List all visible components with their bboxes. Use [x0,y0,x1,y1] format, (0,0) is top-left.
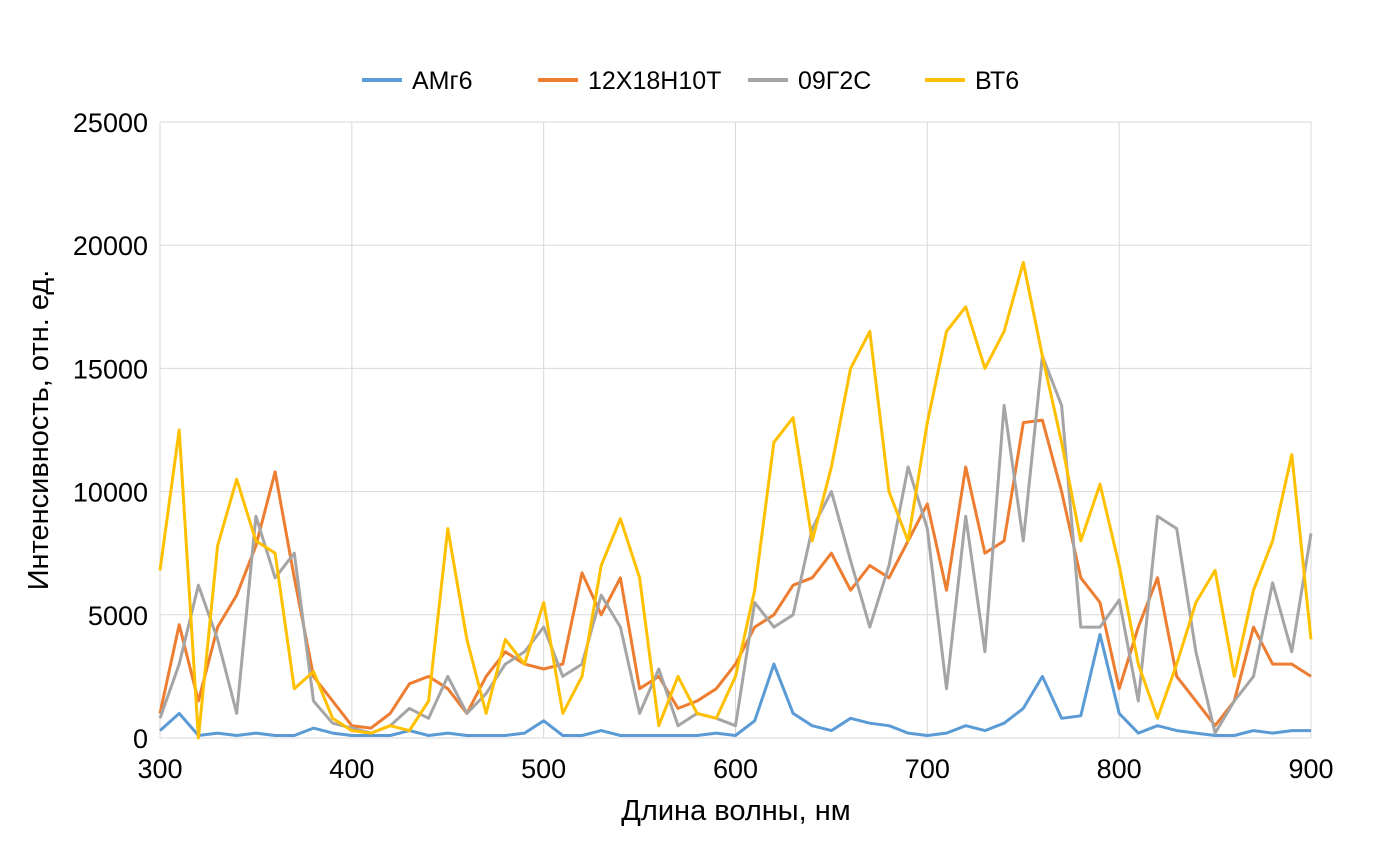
y-tick-label: 10000 [73,478,148,508]
legend-label: 09Г2С [798,67,871,95]
x-tick-label: 600 [713,754,758,784]
y-axis-ticks: 0 5000 10000 15000 20000 25000 [73,108,148,754]
y-tick-label: 0 [133,724,148,754]
series-line-0 [158,633,1311,737]
series-line-3 [158,260,1313,740]
series-line-1 [158,418,1312,730]
x-tick-label: 900 [1288,754,1333,784]
y-tick-label: 20000 [73,231,148,261]
y-axis-title: Интенсивность, отн. ед. [23,270,55,591]
y-tick-label: 15000 [73,354,148,384]
x-axis-title: Длина волны, нм [621,795,850,827]
x-tick-label: 300 [137,754,182,784]
legend-label: 12Х18Н10Т [588,67,721,95]
grid [159,121,1312,739]
x-tick-label: 800 [1097,754,1142,784]
x-axis-ticks: 300 400 500 600 700 800 900 [137,754,1333,784]
y-tick-label: 5000 [88,601,148,631]
legend-label: ВТ6 [975,67,1019,95]
legend: АМг6 12Х18Н10Т 09Г2С ВТ6 [362,67,1019,95]
legend-label: АМг6 [412,67,473,95]
x-tick-label: 500 [521,754,566,784]
series-line-2 [158,354,1313,735]
x-tick-label: 700 [905,754,950,784]
y-tick-label: 25000 [73,108,148,138]
series-lines [158,260,1313,740]
x-tick-label: 400 [329,754,374,784]
